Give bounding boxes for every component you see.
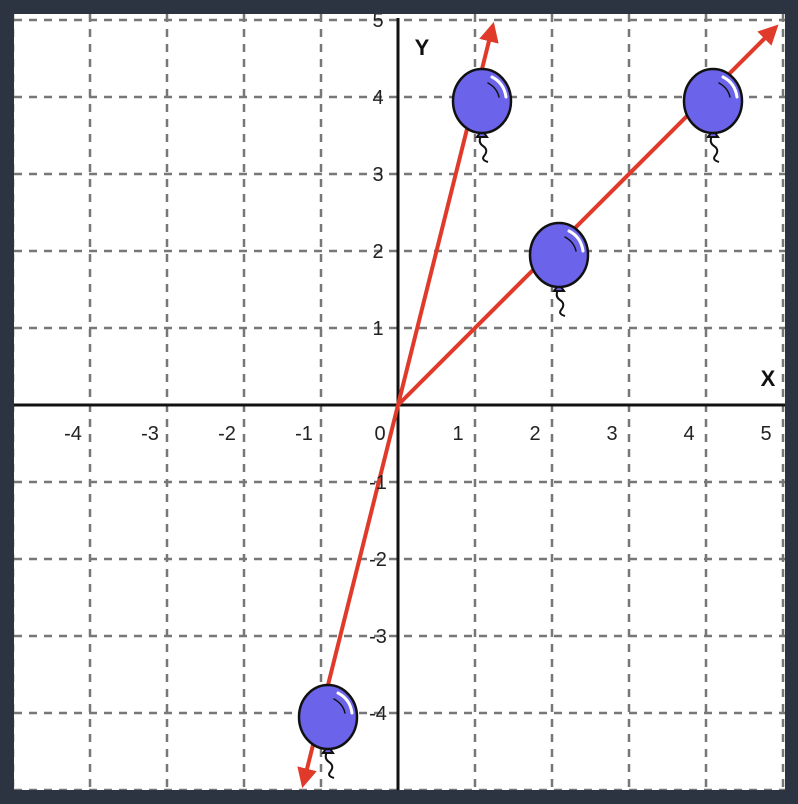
y-tick-label: 2 [372,241,383,263]
y-tick-label: 3 [372,164,383,186]
y-tick-label: 4 [372,87,383,109]
x-tick-label: -3 [141,423,159,445]
x-tick-label: -1 [295,423,313,445]
y-tick-label: -1 [369,472,387,494]
y-tick-label: 5 [372,14,383,32]
x-tick-label: 3 [606,423,617,445]
x-tick-label: 4 [683,423,694,445]
balloon-icon [451,67,513,163]
balloon-icon [682,67,744,163]
balloon-icon [297,683,359,779]
chart-frame: X Y -4 -3 -2 -1 0 1 2 3 4 5 -4 -3 -2 -1 1 2 3 4 5 [14,14,785,790]
x-tick-label: -2 [218,423,236,445]
x-tick-label: -4 [64,423,82,445]
x-tick-label: 2 [529,423,540,445]
y-tick-label: -2 [369,549,387,571]
coordinate-plane: X Y -4 -3 -2 -1 0 1 2 3 4 5 -4 -3 -2 -1 1 2 3 4 5 [14,14,785,790]
x-tick-label: 0 [374,423,385,445]
x-tick-label: 5 [760,423,771,445]
x-tick-label: 1 [452,423,463,445]
y-axis-label: Y [415,35,430,60]
balloon-icon [528,221,590,317]
markers [297,67,744,779]
tick-labels: -4 -3 -2 -1 0 1 2 3 4 5 -4 -3 -2 -1 1 2 3 4 5 [64,14,771,725]
y-tick-label: -3 [369,626,387,648]
x-axis-label: X [761,366,776,391]
y-tick-label: -4 [369,703,387,725]
y-tick-label: 1 [372,318,383,340]
